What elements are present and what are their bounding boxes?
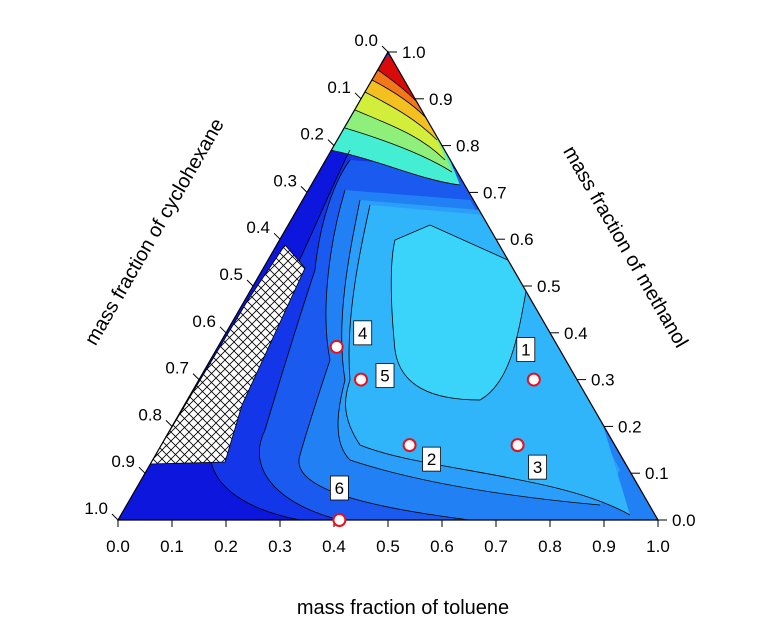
- right-tick-label: 0.8: [456, 137, 480, 156]
- left-tick-mark: [327, 139, 335, 146]
- left-tick-mark: [381, 45, 389, 53]
- right-tick-label: 0.6: [510, 230, 534, 249]
- sample-label-box: [353, 320, 373, 346]
- sample-label-4: 4: [358, 324, 367, 343]
- left-tick-label: 0.8: [138, 405, 162, 424]
- left-tick-label: 0.7: [165, 359, 189, 378]
- sample-point-1: [526, 372, 541, 387]
- sample-label-2: 2: [427, 450, 436, 469]
- sample-point-4: [329, 339, 344, 354]
- left-tick-mark: [165, 420, 173, 427]
- left-tick-mark: [273, 232, 281, 240]
- left-tick-label: 0.3: [273, 171, 297, 190]
- bottom-tick-label: 0.5: [376, 537, 400, 556]
- right-tick-label: 0.2: [618, 417, 642, 436]
- contour-level-7: [391, 225, 530, 400]
- bottom-tick-label: 0.7: [484, 537, 508, 556]
- bottom-tick-label: 0.6: [430, 537, 454, 556]
- right-axis-ticks: 0.0 0.1 0.2 0.3 0.4 0.5 0.6 0.7 0.8 0.9 1.0: [388, 43, 696, 530]
- sample-label-1: 1: [521, 341, 530, 360]
- left-tick-label: 0.2: [300, 125, 324, 144]
- bottom-tick-label: 1.0: [646, 537, 670, 556]
- right-tick-label: 0.9: [429, 90, 453, 109]
- left-tick-label: 0.4: [246, 218, 270, 237]
- left-tick-label: 0.5: [219, 265, 243, 284]
- left-tick-label: 0.9: [111, 452, 135, 471]
- left-tick-mark: [300, 186, 308, 193]
- bottom-tick-label: 0.9: [592, 537, 616, 556]
- right-axis-title: mass fraction of methanol: [558, 142, 692, 351]
- bottom-tick-label: 0.0: [106, 537, 130, 556]
- right-tick-label: 0.1: [645, 464, 669, 483]
- right-tick-label: 0.5: [537, 277, 561, 296]
- left-tick-label: 0.0: [354, 31, 378, 50]
- sample-label-box: [375, 363, 395, 389]
- right-tick-label: 1.0: [402, 43, 426, 62]
- left-tick-mark: [111, 513, 119, 521]
- sample-point-6: [332, 513, 347, 527]
- left-tick-label: 0.6: [192, 312, 216, 331]
- left-tick-mark: [246, 279, 254, 287]
- sample-label-box: [528, 454, 547, 480]
- sample-point-2: [402, 438, 417, 453]
- contour-fill: [118, 52, 658, 520]
- left-tick-label: 0.1: [327, 78, 351, 97]
- sample-points: 1 2 3 4 5 6: [329, 320, 547, 527]
- bottom-tick-label: 0.4: [322, 537, 346, 556]
- left-tick-label: 1.0: [84, 499, 108, 518]
- right-tick-label: 0.7: [483, 183, 507, 202]
- bottom-tick-label: 0.2: [214, 537, 238, 556]
- right-tick-label: 0.0: [672, 511, 696, 530]
- bottom-tick-label: 0.3: [268, 537, 292, 556]
- sample-point-3: [510, 438, 525, 453]
- sample-label-5: 5: [380, 367, 389, 386]
- right-tick-label: 0.4: [564, 324, 588, 343]
- sample-label-6: 6: [335, 479, 344, 498]
- contour-level-13: [378, 55, 424, 110]
- left-axis-ticks: 0.0 0.1 0.2 0.3 0.4 0.5 0.6 0.7 0.8 0.9 1.0: [84, 31, 389, 521]
- bottom-tick-label: 0.8: [538, 537, 562, 556]
- sample-label-box: [516, 337, 536, 363]
- sample-label-box: [329, 475, 349, 501]
- left-tick-mark: [219, 326, 227, 334]
- right-tick-label: 0.3: [591, 371, 615, 390]
- sample-label-3: 3: [533, 458, 542, 477]
- bottom-axis-ticks: 0.0 0.1 0.2 0.3 0.4 0.5 0.6 0.7 0.8 0.9 1.0: [106, 520, 670, 556]
- two-phase-region: [149, 244, 306, 465]
- left-tick-mark: [138, 466, 146, 474]
- bottom-axis-title: mass fraction of toluene: [297, 597, 509, 619]
- left-tick-mark: [192, 373, 200, 380]
- bottom-tick-label: 0.1: [160, 537, 184, 556]
- sample-label-box: [422, 446, 442, 472]
- left-tick-mark: [354, 92, 362, 100]
- sample-point-5: [354, 372, 368, 387]
